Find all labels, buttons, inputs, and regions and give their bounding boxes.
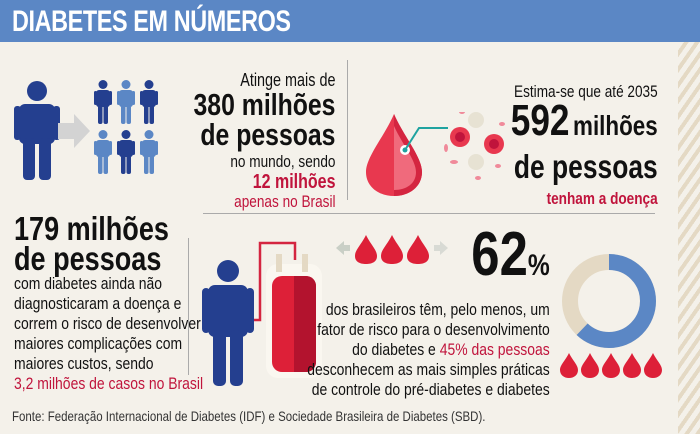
stat-world: Atinge mais de 380 milhões de pessoas no… <box>193 70 335 212</box>
body-line: maiores complicações com <box>14 334 183 353</box>
stat-world-number: 380 milhões <box>193 87 335 122</box>
stat-risk-percent: % <box>528 249 550 282</box>
body-text: do diabetes e <box>352 340 440 359</box>
stat-risk-highlight: 45% das pessoas <box>439 340 550 359</box>
divider <box>347 60 348 200</box>
stat-undiagnosed-number: 179 milhões <box>14 210 169 247</box>
stat-risk-number: 62 <box>471 220 529 289</box>
stat-2035-intro: Estima-se que até 2035 <box>514 82 658 101</box>
body-line: fator de risco para o desenvolvimento <box>317 320 550 339</box>
footer-source: Fonte: Federação Internacional de Diabet… <box>12 408 486 424</box>
body-line: desconhecem as mais simples práticas <box>307 360 550 379</box>
blood-drops-exchange-icon <box>336 235 448 264</box>
divider <box>203 213 655 214</box>
stat-2035-number-line2: de pessoas <box>514 148 658 185</box>
body-line: correm o risco de desenvolver <box>14 314 201 333</box>
people-group-icon <box>94 80 158 174</box>
stat-world-highlight: 12 milhões <box>252 171 335 193</box>
stat-world-middle: no mundo, sendo <box>229 152 335 171</box>
stat-undiagnosed-body: com diabetes ainda não diagnosticaram a … <box>14 274 203 394</box>
divider <box>188 238 189 375</box>
body-line: diagnosticaram a doença e <box>14 294 182 313</box>
stat-2035: Estima-se que até 2035 592 milhões de pe… <box>511 82 658 210</box>
stat-undiagnosed: 179 milhões de pessoas com diabetes aind… <box>14 210 203 394</box>
body-line: de controle do pré-diabetes e diabetes <box>312 380 550 399</box>
stat-undiagnosed-number-line2: de pessoas <box>14 240 162 277</box>
stat-undiagnosed-highlight: 3,2 milhões de casos no Brasil <box>14 374 204 393</box>
blood-drop-cells-icon <box>366 112 505 196</box>
stat-2035-number: 592 <box>511 96 570 145</box>
body-line: maiores custos, sendo <box>14 354 154 373</box>
donut-chart <box>562 254 656 348</box>
page-title: DIABETES EM NÚMEROS <box>12 5 291 38</box>
decorative-stripe <box>678 42 700 434</box>
stat-world-intro: Atinge mais de <box>239 70 335 90</box>
stat-2035-unit: milhões <box>573 110 658 141</box>
header-bar: DIABETES EM NÚMEROS <box>0 0 700 42</box>
body-line: do diabetes e 45% das pessoas <box>307 340 550 360</box>
stat-risk: 62% dos brasileiros têm, pelo menos, um … <box>307 224 550 400</box>
person-icon <box>14 81 60 180</box>
person-blood-bag-icon <box>202 241 322 386</box>
blood-drops-icon <box>560 353 662 378</box>
body-line: dos brasileiros têm, pelo menos, um <box>326 300 550 319</box>
donut-fill <box>562 254 656 348</box>
stat-world-number-line2: de pessoas <box>199 117 335 152</box>
stat-2035-highlight: tenham a doença <box>546 189 658 208</box>
stat-world-highlight-line2: apenas no Brasil <box>233 192 335 211</box>
arrow-right-icon <box>58 114 90 148</box>
body-line: com diabetes ainda não <box>14 274 163 293</box>
